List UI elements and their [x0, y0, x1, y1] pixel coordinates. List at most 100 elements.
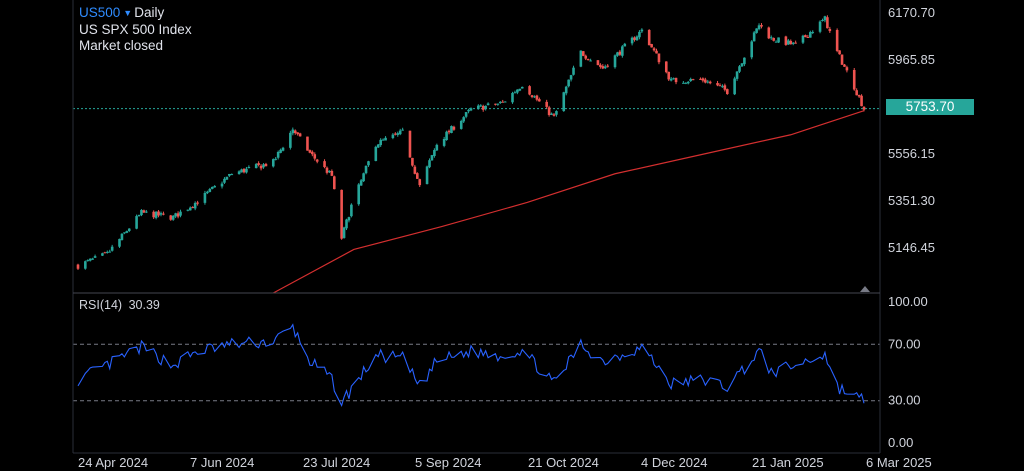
chevron-down-icon[interactable]: ▼	[123, 8, 133, 18]
candle-body	[635, 36, 639, 41]
candle-body	[137, 214, 141, 217]
scroll-marker-icon	[860, 286, 870, 292]
candle-body	[281, 147, 285, 151]
candlestick-series	[76, 15, 866, 270]
time-tick-label: 21 Oct 2024	[528, 455, 599, 470]
candle-body	[638, 31, 641, 38]
candle-body	[845, 67, 849, 71]
candle-body	[101, 253, 104, 256]
candle-body	[767, 27, 771, 39]
candle-body	[586, 59, 590, 61]
candle-body	[203, 192, 207, 203]
candle-body	[479, 105, 483, 107]
candle-body	[686, 81, 690, 84]
interval-label[interactable]: Daily	[134, 5, 165, 20]
price-tick-label: 5556.15	[888, 146, 935, 161]
candle-body	[228, 173, 231, 176]
candle-body	[220, 183, 224, 187]
candle-body	[801, 35, 805, 43]
candle-body	[271, 159, 275, 167]
candle-body	[118, 238, 121, 247]
candle-body	[552, 114, 556, 116]
candle-body	[105, 251, 109, 253]
candle-body	[152, 211, 155, 218]
candle-body	[777, 37, 780, 43]
candle-body	[179, 211, 182, 216]
candle-body	[328, 170, 331, 173]
candle-body	[755, 28, 758, 33]
candle-body	[306, 136, 309, 151]
candle-body	[691, 79, 695, 81]
candle-body	[518, 88, 522, 91]
candle-body	[110, 246, 114, 251]
candle-body	[752, 32, 756, 42]
time-tick-label: 5 Sep 2024	[415, 455, 482, 470]
candle-body	[789, 40, 793, 45]
chart-legend-title: US500 ▼ Daily	[79, 5, 164, 21]
candle-body	[391, 134, 395, 138]
candle-body	[721, 86, 724, 88]
price-tick-label: 5965.85	[888, 52, 935, 67]
candle-body	[498, 101, 502, 103]
symbol-button[interactable]: US500	[79, 5, 121, 20]
candle-body	[274, 158, 278, 160]
candle-body	[838, 50, 841, 55]
instrument-name: US SPX 500 Index	[79, 22, 192, 37]
candle-body	[772, 38, 775, 41]
candle-body	[362, 173, 365, 182]
candle-body	[821, 20, 824, 22]
candle-body	[430, 155, 434, 161]
candle-body	[237, 171, 241, 175]
candle-body	[735, 71, 739, 79]
candle-body	[157, 211, 160, 216]
candle-body	[804, 35, 807, 38]
candle-body	[733, 78, 736, 95]
candle-body	[503, 101, 507, 103]
candle-body	[401, 129, 404, 131]
candle-body	[716, 83, 719, 86]
candle-body	[145, 211, 148, 213]
candle-body	[208, 189, 212, 192]
candle-body	[784, 36, 788, 45]
candle-body	[140, 209, 143, 216]
candle-body	[584, 55, 588, 59]
candle-body	[469, 108, 473, 111]
candle-body	[633, 37, 636, 40]
candle-body	[682, 82, 685, 84]
candle-body	[464, 112, 468, 117]
candle-body	[240, 169, 243, 173]
candle-body	[701, 78, 705, 81]
candle-body	[376, 144, 380, 148]
candle-body	[606, 65, 609, 67]
candle-body	[308, 150, 312, 153]
candle-body	[699, 78, 702, 80]
candle-body	[860, 95, 863, 107]
candle-body	[206, 191, 209, 194]
candle-body	[84, 261, 87, 269]
rsi-legend-value: 30.39	[128, 298, 160, 312]
candle-body	[520, 86, 524, 89]
candle-body	[330, 170, 334, 176]
candle-body	[245, 168, 248, 173]
rsi-tick-label: 0.00	[888, 435, 913, 450]
time-tick-label: 23 Jul 2024	[303, 455, 370, 470]
candle-body	[828, 28, 832, 32]
candle-body	[657, 53, 661, 63]
moving-average-layer	[272, 110, 865, 294]
candle-body	[289, 132, 292, 148]
candle-body	[589, 60, 592, 62]
candle-body	[394, 133, 397, 135]
candle-body	[640, 29, 644, 32]
candle-body	[123, 232, 126, 234]
candle-body	[135, 216, 138, 229]
candle-body	[242, 168, 246, 173]
candle-body	[794, 42, 797, 44]
candle-body	[381, 139, 385, 141]
time-axis: 24 Apr 2024 7 Jun 2024 23 Jul 2024 5 Sep 20…	[78, 455, 932, 470]
candle-body	[750, 41, 754, 58]
candle-body	[103, 252, 107, 254]
candle-body	[535, 95, 539, 100]
candle-body	[567, 79, 570, 87]
candle-body	[345, 219, 348, 229]
